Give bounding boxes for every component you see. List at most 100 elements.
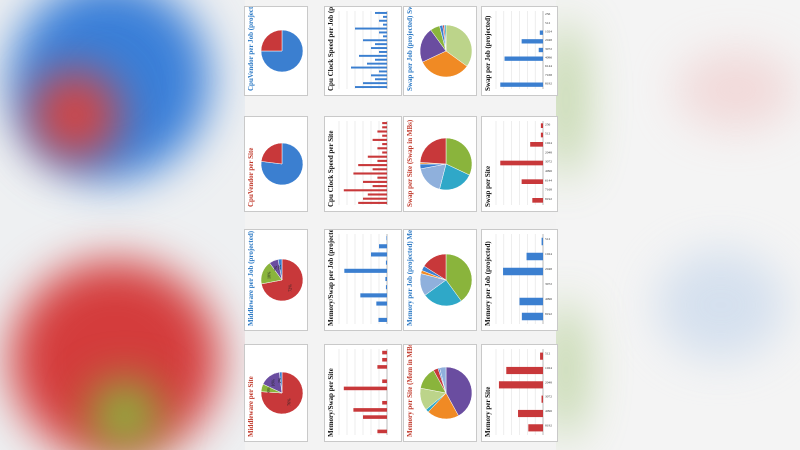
bar	[343, 386, 387, 391]
bar	[377, 365, 387, 369]
bar	[372, 168, 387, 171]
bar	[344, 268, 387, 273]
pie-chart-panel: CpuVendor per Job (projected)	[244, 6, 308, 96]
bar	[358, 164, 387, 167]
category-label: 3072	[545, 395, 552, 399]
bar	[379, 50, 387, 53]
category-label: 2048	[545, 38, 552, 42]
category-label: 1024	[545, 141, 552, 145]
category-label: 8192	[545, 312, 552, 316]
bar-chart-panel: 256 512 1024 2048 3072 4096 6144 7168 8192 Swap p…	[481, 116, 558, 212]
bar	[540, 352, 543, 360]
slice-label: 6%	[266, 387, 271, 393]
chart-title: Swap per Site (Swap in MBs)	[406, 119, 414, 207]
category-label: 7168	[545, 188, 552, 192]
pie-slice	[423, 253, 447, 281]
bar	[382, 134, 387, 137]
slice-label: 7%	[273, 265, 278, 271]
pie-slice	[445, 253, 473, 302]
bar	[386, 236, 387, 241]
bar	[541, 237, 543, 246]
pie-chart-panel: CpuVendor per Site	[244, 116, 308, 212]
bar-chart-panel: 256 512 1024 2048 3072 4096 6144 7168 8192 Swap p…	[481, 6, 558, 96]
bar	[498, 381, 543, 389]
chart-title: Middleware per Site	[247, 376, 255, 437]
pie-slice	[419, 29, 447, 63]
bar	[376, 301, 387, 306]
pie-chart	[260, 29, 304, 73]
slice-label: 18%	[266, 271, 271, 279]
category-label: 4096	[545, 56, 552, 60]
category-label: 4096	[545, 297, 552, 301]
bar-chart-panel: 512 1024 2048 3072 4096 8192 Memory per Job (p…	[481, 229, 558, 331]
category-label: 8192	[545, 82, 552, 86]
pie-chart: 76% 6%16% 2%	[260, 371, 304, 415]
bar	[363, 415, 387, 419]
bar-chart-panel: Cpu Clock Speed per Job (projected)	[324, 6, 402, 96]
pie-chart	[419, 253, 473, 307]
pie-slice	[260, 29, 283, 52]
pie-chart-panel: 72% 18% 7% 3% Middleware per Job (projected)	[244, 229, 308, 331]
bar	[382, 400, 387, 405]
bar	[521, 39, 543, 44]
category-label: 1024	[545, 366, 552, 370]
bar	[372, 138, 387, 141]
bar	[372, 185, 387, 188]
pie-slice	[445, 137, 473, 176]
pie-slice	[439, 366, 447, 394]
bar	[379, 244, 387, 249]
bar	[351, 66, 387, 69]
blurred-background-right	[556, 0, 800, 450]
bar	[367, 62, 387, 65]
bar-chart: 256 512 1024 2048 3072 4096 6144 7168 8192	[495, 121, 552, 205]
chart-title: Memory/Swap per Job (projected)	[327, 229, 335, 326]
bar	[382, 122, 387, 125]
bar	[383, 15, 387, 18]
category-label: 512	[545, 132, 551, 136]
category-label: 6144	[545, 178, 552, 182]
bar	[383, 35, 387, 38]
bar	[503, 267, 543, 276]
slice-label: 2%	[277, 377, 282, 383]
bar-chart: 256 512 1024 2048 3072 4096 6144 7168 8192	[495, 11, 552, 89]
pie-slice	[260, 29, 304, 73]
chart-title: Memory/Swap per Site	[327, 368, 335, 437]
chart-title: Swap per Site	[484, 165, 492, 207]
bar	[363, 39, 387, 42]
chart-title: Cpu Clock Speed per Site	[327, 130, 335, 208]
bar-chart	[338, 121, 388, 205]
bar	[355, 86, 387, 89]
bar	[382, 151, 387, 154]
bar	[541, 395, 543, 403]
pie-slice	[445, 366, 473, 417]
blurred-background-left	[0, 0, 245, 450]
bar	[353, 172, 387, 175]
chart-title: Memory per Job (projected)	[484, 241, 492, 326]
bar	[375, 58, 387, 61]
bar	[360, 293, 387, 298]
category-label: 256	[545, 12, 551, 16]
category-label: 1024	[545, 252, 552, 256]
bar	[375, 43, 387, 46]
bar	[528, 424, 543, 432]
slice-label: 72%	[288, 284, 293, 292]
bar-chart: 512 1024 2048 3072 4096 8192	[495, 234, 552, 324]
pie-chart	[419, 137, 473, 191]
bar	[382, 350, 387, 355]
bar	[382, 126, 387, 129]
bar	[363, 180, 387, 183]
bar	[379, 31, 387, 34]
category-label: 2048	[545, 380, 552, 384]
pie-chart	[419, 24, 473, 78]
pie-slice	[260, 142, 283, 165]
pie-slice	[419, 137, 447, 165]
bar	[540, 132, 543, 138]
bar	[363, 197, 387, 200]
bar	[385, 276, 387, 282]
bar	[375, 11, 387, 14]
pie-chart	[419, 366, 473, 420]
bar	[343, 189, 387, 192]
category-label: 3072	[545, 282, 552, 286]
bar	[377, 176, 387, 179]
bar-chart: 512 1024 2048 3072 4096 8192	[495, 349, 552, 435]
